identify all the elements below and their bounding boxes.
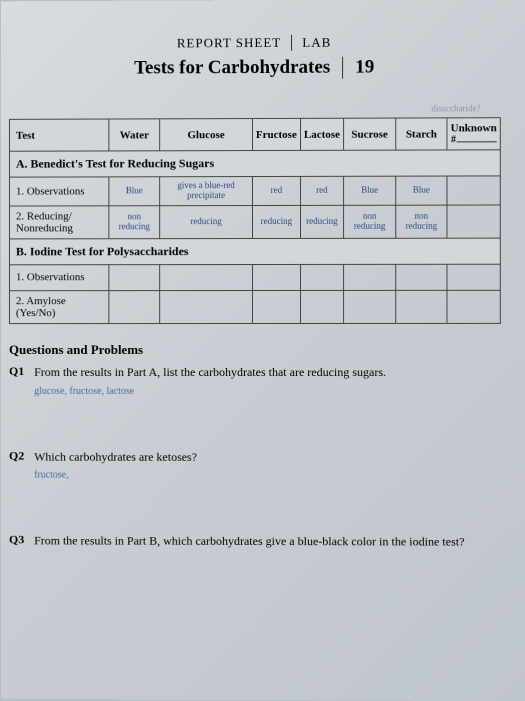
- cell: [343, 290, 395, 323]
- unknown-label: Unknown: [451, 122, 497, 134]
- question-1: Q1 From the results in Part A, list the …: [9, 364, 501, 399]
- worksheet-paper: REPORT SHEET LAB Tests for Carbohydrates…: [1, 0, 525, 701]
- q2-text: Which carbohydrates are ketoses? fructos…: [34, 448, 197, 483]
- q3-text: From the results in Part B, which carboh…: [34, 533, 464, 551]
- cell: red: [300, 176, 343, 205]
- q2-num: Q2: [9, 448, 24, 483]
- faint-handwriting: disaccharide?: [9, 103, 481, 115]
- test-column-header: Test: [9, 119, 108, 151]
- cell: [447, 290, 500, 323]
- lab-number: 19: [355, 57, 374, 79]
- cell: non reducing: [343, 205, 395, 238]
- row-observations-b: 1. Observations: [9, 264, 108, 290]
- questions-section: Questions and Problems Q1 From the resul…: [9, 342, 501, 551]
- header-top-row: REPORT SHEET LAB: [9, 34, 501, 52]
- header: REPORT SHEET LAB Tests for Carbohydrates…: [9, 34, 501, 80]
- q1-answer: glucose, fructose, lactose: [34, 384, 386, 398]
- cell: Blue: [343, 176, 395, 205]
- cell: [252, 264, 300, 290]
- unknown-hash: #: [451, 134, 497, 145]
- cell: [109, 264, 160, 290]
- q1-num: Q1: [9, 364, 24, 399]
- q2-prompt: Which carbohydrates are ketoses?: [34, 449, 197, 463]
- cell: [300, 290, 343, 323]
- cell: gives a blue-red precipitate: [160, 177, 253, 206]
- col-glucose: Glucose: [160, 119, 253, 151]
- q1-text: From the results in Part A, list the car…: [34, 364, 386, 399]
- divider-icon: [342, 57, 343, 79]
- col-fructose: Fructose: [252, 118, 300, 150]
- col-sucrose: Sucrose: [343, 118, 395, 150]
- question-2: Q2 Which carbohydrates are ketoses? fruc…: [9, 448, 501, 484]
- cell: [160, 264, 253, 290]
- cell: [396, 264, 447, 290]
- col-lactose: Lactose: [300, 118, 343, 150]
- cell: [447, 205, 500, 238]
- cell: [447, 264, 500, 290]
- q2-answer: fructose,: [34, 469, 197, 483]
- row-observations-a: 1. Observations: [9, 177, 108, 206]
- cell: reducing: [300, 205, 343, 238]
- cell: non reducing: [396, 205, 447, 238]
- cell: Blue: [109, 177, 160, 206]
- cell: [252, 290, 300, 323]
- cell: [300, 264, 343, 290]
- q3-num: Q3: [9, 533, 24, 550]
- cell: [447, 176, 500, 205]
- row-reducing: 2. Reducing/ Nonreducing: [9, 206, 108, 239]
- cell: [160, 290, 253, 323]
- table-row: 1. Observations: [9, 264, 500, 291]
- cell: red: [252, 176, 300, 205]
- table-row: 2. Reducing/ Nonreducing non reducing re…: [9, 205, 500, 239]
- col-starch: Starch: [396, 118, 447, 150]
- row-amylose: 2. Amylose (Yes/No): [9, 290, 108, 323]
- lab-label: LAB: [302, 35, 331, 51]
- cell: [396, 290, 447, 323]
- cell: [343, 264, 395, 290]
- cell: Blue: [396, 176, 447, 205]
- col-water: Water: [109, 119, 160, 151]
- section-a-header: A. Benedict's Test for Reducing Sugars: [9, 150, 500, 177]
- questions-heading: Questions and Problems: [9, 342, 501, 358]
- cell: non reducing: [109, 205, 160, 238]
- table-header-row: Test Water Glucose Fructose Lactose Sucr…: [9, 118, 500, 152]
- title-row: Tests for Carbohydrates 19: [9, 56, 501, 80]
- col-unknown: Unknown #: [447, 118, 500, 150]
- results-table: Test Water Glucose Fructose Lactose Sucr…: [9, 117, 501, 324]
- section-b-header: B. Iodine Test for Polysaccharides: [9, 238, 500, 265]
- cell: reducing: [252, 205, 300, 238]
- report-sheet-label: REPORT SHEET: [177, 35, 281, 51]
- page-title: Tests for Carbohydrates: [134, 57, 330, 80]
- divider-icon: [291, 35, 292, 51]
- q1-prompt: From the results in Part A, list the car…: [34, 365, 386, 379]
- section-b-title: B. Iodine Test for Polysaccharides: [9, 238, 500, 265]
- table-row: 2. Amylose (Yes/No): [9, 290, 500, 323]
- cell: [109, 290, 160, 323]
- cell: reducing: [160, 205, 253, 238]
- table-row: 1. Observations Blue gives a blue-red pr…: [9, 176, 500, 206]
- section-a-title: A. Benedict's Test for Reducing Sugars: [9, 150, 500, 177]
- question-3: Q3 From the results in Part B, which car…: [9, 533, 501, 551]
